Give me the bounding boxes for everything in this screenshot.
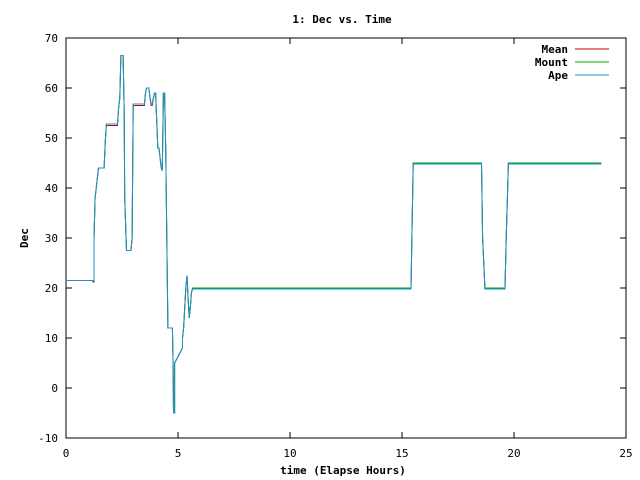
y-tick-label: 60 [45, 82, 58, 95]
x-tick-label: 0 [63, 447, 70, 460]
y-tick-label: 20 [45, 282, 58, 295]
series-lines [66, 55, 602, 414]
x-tick-label: 15 [395, 447, 408, 460]
series-line-mean [66, 55, 602, 414]
y-tick-label: 50 [45, 132, 58, 145]
x-tick-label: 10 [283, 447, 296, 460]
x-tick-label: 5 [175, 447, 182, 460]
legend-label-mean: Mean [542, 43, 569, 56]
y-tick-label: -10 [38, 432, 58, 445]
x-tick-label: 20 [507, 447, 520, 460]
series-line-ape [66, 55, 602, 414]
chart-title: 1: Dec vs. Time [292, 13, 392, 26]
x-tick-label: 25 [619, 447, 632, 460]
y-tick-label: 10 [45, 332, 58, 345]
axis-tick-labels: 0 5 10 15 20 25 -10 0 10 20 30 40 50 60 70 [38, 32, 633, 460]
x-axis-label: time (Elapse Hours) [280, 464, 406, 477]
y-tick-label: 0 [51, 382, 58, 395]
y-tick-label: 30 [45, 232, 58, 245]
y-tick-label: 40 [45, 182, 58, 195]
y-axis-label: Dec [18, 228, 31, 248]
series-line-mount [66, 55, 602, 414]
legend-label-ape: Ape [548, 69, 568, 82]
axis-ticks [65, 37, 627, 439]
legend-label-mount: Mount [535, 56, 568, 69]
y-tick-label: 70 [45, 32, 58, 45]
